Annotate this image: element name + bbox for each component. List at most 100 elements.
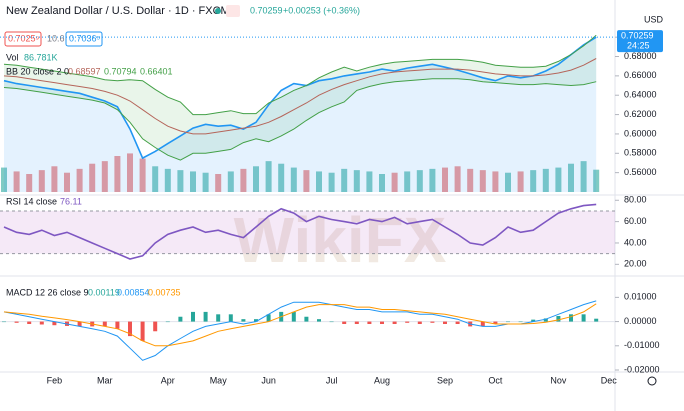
bar [291, 311, 296, 322]
bar [228, 314, 233, 322]
bar [191, 311, 195, 322]
bar [341, 168, 348, 192]
buy-button[interactable] [65, 31, 103, 47]
bar [215, 174, 222, 192]
x-tick-label: Aug [374, 375, 390, 385]
bar [26, 174, 33, 192]
indicator-value: 76.11 [60, 196, 82, 206]
y-tick-label: 0.58000 [624, 148, 657, 158]
y-tick-label: 0.60000 [624, 128, 657, 138]
bar [505, 172, 511, 192]
bar [317, 319, 321, 322]
settings-icon[interactable] [647, 376, 657, 386]
bar [367, 321, 372, 324]
indicator-value: 0.00119 [88, 287, 120, 297]
bar [303, 170, 310, 192]
last-price: 0.70259 [250, 5, 283, 15]
bar [443, 321, 447, 324]
bar [177, 170, 184, 192]
bar [203, 311, 208, 322]
bar [429, 168, 436, 192]
bar [581, 314, 586, 322]
y-tick-label: 20.00 [624, 259, 647, 269]
indicator-label: RSI 14 close [6, 196, 57, 206]
bar [253, 166, 259, 192]
bar [216, 314, 221, 322]
bar [101, 161, 108, 192]
countdown: 24:25 [627, 41, 650, 51]
bar [417, 321, 422, 324]
x-tick-label: Jul [326, 375, 338, 385]
x-tick-label: Apr [161, 375, 175, 385]
bar [115, 321, 120, 329]
series-line [3, 58, 597, 135]
indicator-label: MACD 12 26 close 9 [6, 287, 89, 297]
bar [51, 166, 58, 192]
bar [580, 161, 587, 192]
y-tick-label: 40.00 [624, 237, 647, 247]
y-tick-label: 0.64000 [624, 90, 657, 100]
bar [479, 170, 486, 192]
bar [52, 321, 57, 326]
indicator-label: Vol [6, 52, 19, 62]
price-tag [617, 30, 663, 53]
bar [304, 316, 309, 322]
series-line [3, 303, 597, 347]
bar [153, 321, 158, 332]
indicator-value: 0.00735 [148, 287, 181, 297]
bar [14, 321, 19, 323]
bar [140, 321, 145, 341]
bar [366, 171, 373, 192]
bar [164, 168, 171, 192]
bar [405, 321, 410, 323]
x-tick-label: Mar [97, 375, 113, 385]
bar [594, 318, 599, 322]
bar [76, 168, 83, 192]
sell-button[interactable] [4, 31, 42, 47]
series-line [3, 36, 597, 160]
bar [506, 321, 510, 323]
bar [165, 321, 170, 323]
bar [556, 316, 561, 322]
bar [353, 170, 360, 192]
bar [114, 156, 121, 192]
indicator-value: 86.781K [24, 52, 58, 62]
currency: USD [644, 14, 664, 24]
buy-price[interactable]: 0.7036⁵ [69, 33, 101, 43]
bar [89, 163, 96, 192]
indicator-label: BB 20 close 2 0 [6, 66, 69, 76]
bar [152, 166, 159, 192]
bar [77, 321, 82, 327]
bar [492, 171, 499, 192]
bar [102, 321, 107, 327]
x-tick-label: Jun [261, 375, 276, 385]
bar [442, 167, 448, 192]
chart-title: New Zealand Dollar / U.S. Dollar · 1D · … [6, 5, 230, 17]
bar [240, 168, 247, 192]
bar [39, 321, 44, 325]
y-tick-label: 0.66000 [624, 70, 657, 80]
status-dot [215, 8, 221, 14]
y-tick-label: 0.62000 [624, 109, 657, 119]
bar [518, 321, 523, 323]
bar [354, 321, 359, 324]
y-tick-label: 0.01000 [624, 292, 657, 302]
bar [467, 168, 474, 192]
bar [531, 319, 536, 322]
sell-price[interactable]: 0.7025⁹ [8, 33, 40, 43]
bar [316, 171, 322, 192]
bar [227, 171, 234, 192]
bar [430, 321, 435, 323]
bar [542, 168, 549, 192]
bar [342, 321, 347, 324]
bar [241, 319, 246, 322]
bar [190, 171, 196, 192]
bar [139, 158, 146, 192]
bar [454, 166, 461, 192]
x-tick-label: Feb [47, 375, 63, 385]
series-line [3, 300, 597, 361]
y-tick-label: -0.01000 [624, 340, 660, 350]
bar [265, 161, 272, 192]
x-tick-label: May [210, 375, 228, 385]
